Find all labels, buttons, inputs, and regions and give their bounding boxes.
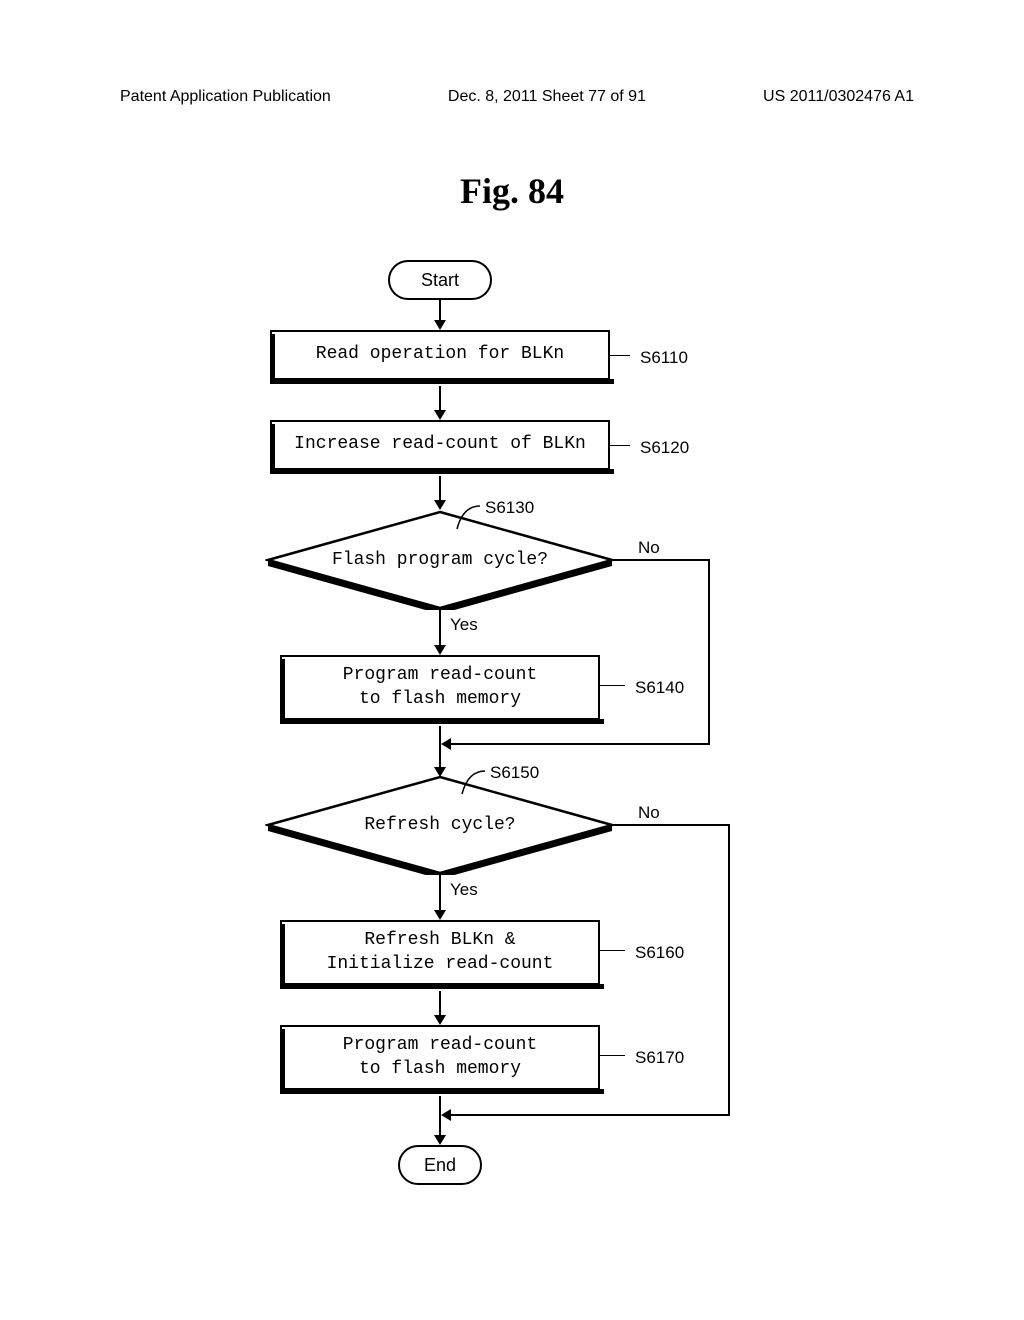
arrowhead-icon	[434, 320, 446, 330]
flowchart-container: Start Read operation for BLKn S6110 Incr…	[0, 250, 1024, 1220]
node-s6150: Refresh cycle?	[265, 775, 615, 875]
leader-line	[600, 1055, 625, 1056]
node-start: Start	[388, 260, 492, 300]
node-s6130-text: Flash program cycle?	[332, 550, 548, 570]
label-s6150: S6150	[490, 763, 539, 783]
arrow	[439, 726, 441, 769]
leader-curve	[455, 504, 485, 534]
arrow	[612, 559, 710, 561]
node-s6130: Flash program cycle?	[265, 510, 615, 610]
header-center: Dec. 8, 2011 Sheet 77 of 91	[448, 88, 646, 106]
arrow	[439, 1096, 441, 1137]
label-s6140: S6140	[635, 678, 684, 698]
arrow	[439, 991, 441, 1017]
arrowhead-icon	[434, 910, 446, 920]
arrow	[439, 610, 441, 647]
label-s6170: S6170	[635, 1048, 684, 1068]
node-s6110: Read operation for BLKn	[270, 330, 610, 380]
arrow	[728, 824, 730, 1116]
node-s6170: Program read-count to flash memory	[280, 1025, 600, 1090]
node-s6170-text: Program read-count to flash memory	[343, 1034, 537, 1081]
node-end-text: End	[424, 1155, 456, 1176]
arrow	[439, 386, 441, 412]
arrowhead-icon	[434, 500, 446, 510]
node-s6140: Program read-count to flash memory	[280, 655, 600, 720]
figure-title: Fig. 84	[0, 170, 1024, 212]
node-end: End	[398, 1145, 482, 1185]
header-right: US 2011/0302476 A1	[763, 88, 914, 106]
leader-line	[610, 445, 630, 446]
node-s6160: Refresh BLKn & Initialize read-count	[280, 920, 600, 985]
label-no: No	[638, 538, 660, 558]
arrow	[612, 824, 730, 826]
arrowhead-icon	[434, 1015, 446, 1025]
label-s6120: S6120	[640, 438, 689, 458]
arrowhead-icon	[441, 1109, 451, 1121]
header-left: Patent Application Publication	[120, 88, 331, 106]
label-s6130: S6130	[485, 498, 534, 518]
arrow	[439, 476, 441, 502]
arrowhead-icon	[434, 410, 446, 420]
label-yes: Yes	[450, 880, 478, 900]
arrowhead-icon	[434, 645, 446, 655]
node-s6140-text: Program read-count to flash memory	[343, 664, 537, 711]
page-header: Patent Application Publication Dec. 8, 2…	[0, 88, 1024, 106]
arrowhead-icon	[434, 1135, 446, 1145]
arrow	[439, 300, 441, 322]
label-no: No	[638, 803, 660, 823]
node-s6150-text: Refresh cycle?	[364, 815, 515, 835]
arrow	[450, 743, 710, 745]
node-s6120: Increase read-count of BLKn	[270, 420, 610, 470]
arrow	[708, 559, 710, 745]
arrow	[439, 875, 441, 912]
node-start-text: Start	[421, 270, 459, 291]
leader-curve	[460, 769, 490, 799]
label-s6160: S6160	[635, 943, 684, 963]
leader-line	[610, 355, 630, 356]
label-s6110: S6110	[640, 348, 688, 368]
leader-line	[600, 950, 625, 951]
leader-line	[600, 685, 625, 686]
label-yes: Yes	[450, 615, 478, 635]
arrow	[450, 1114, 730, 1116]
node-s6120-text: Increase read-count of BLKn	[294, 433, 586, 456]
node-s6160-text: Refresh BLKn & Initialize read-count	[327, 929, 554, 976]
node-s6110-text: Read operation for BLKn	[316, 343, 564, 366]
arrowhead-icon	[441, 738, 451, 750]
